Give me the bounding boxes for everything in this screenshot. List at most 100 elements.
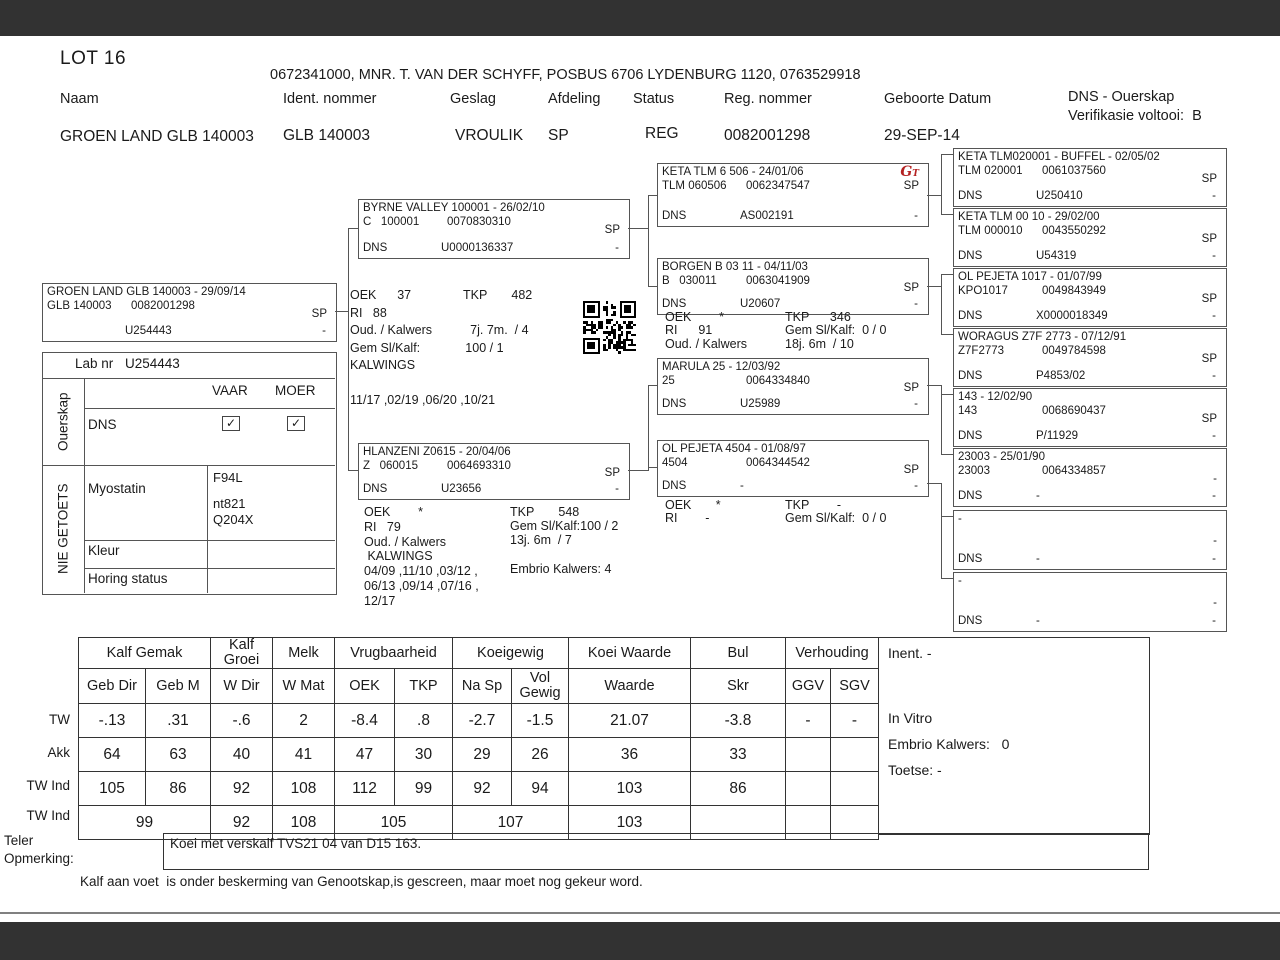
in-vitro-line: In Vitro [888, 710, 933, 726]
pedigree-box-gp1: KETA TLM 6 506 - 24/01/06 TLM 060506 00623… [657, 163, 929, 227]
value-naam: GROEN LAND GLB 140003 [60, 128, 254, 145]
stat-line: KALWINGS [364, 549, 433, 564]
dns-row: U254443 [47, 325, 172, 338]
dns-value: U25989 [740, 398, 781, 410]
nie-getoets-vertical-label: NIE GETOETS [55, 483, 71, 575]
table-cell: - [785, 703, 831, 738]
table-row: -.13.31 -.6 2 -8.4.8 -2.7 -1.5 21.07 -3.8- - [78, 703, 879, 738]
animal-id-row: C 100001 0070830310 [359, 215, 629, 229]
column-header: Na Sp [452, 668, 512, 704]
animal-name-title: HLANZENI Z0615 - 20/04/06 [363, 446, 511, 458]
label-naam: Naam [60, 91, 99, 107]
pedigree-connector [628, 228, 648, 229]
stat-line: TKP - [785, 498, 842, 512]
dns-row: DNS AS002191 [662, 210, 794, 223]
dns-label: DNS [363, 242, 388, 254]
footer-note: Kalf aan voet is onder beskerming van Ge… [80, 874, 643, 889]
opmerking-label: Opmerking: [4, 851, 74, 866]
value-geslag: VROULIK [455, 127, 524, 144]
dns-value: X0000018349 [1036, 310, 1108, 322]
qr-code [583, 301, 636, 354]
table-cell: 26 [511, 737, 569, 772]
table-cell: 92 [452, 771, 512, 806]
dns-value: - [1036, 490, 1040, 502]
group-header: Kalf Gemak [78, 637, 211, 669]
column-header: Waarde [568, 668, 691, 704]
dns-label: DNS [958, 310, 983, 322]
animal-id: Z 060015 [363, 460, 418, 472]
dns-row: DNS U23656 [363, 483, 481, 496]
table-row: 99 92 108 105 107 103 [78, 805, 879, 840]
stat-line: RI 79 [364, 519, 401, 534]
animal-id: KPO1017 [958, 285, 1008, 297]
dash-flag: - [1212, 370, 1216, 382]
pedigree-box-ggp7: - - DNS - - [953, 510, 1227, 570]
pedigree-connector [927, 286, 941, 287]
animal-id: 143 [958, 405, 978, 417]
value-afdeling: SP [548, 127, 569, 144]
stat-line: Embrio Kalwers: 4 [510, 561, 612, 576]
stat-line: 11/17 ,02/19 ,06/20 ,10/21 [350, 393, 496, 407]
animal-name-title: KETA TLM020001 - BUFFEL - 02/05/02 [958, 151, 1160, 163]
animal-name-title: - [958, 513, 962, 525]
animal-name-title: OL PEJETA 1017 - 01/07/99 [958, 271, 1102, 283]
table-cell: .8 [394, 703, 453, 738]
dash-flag: - [322, 325, 326, 337]
stat-line: 04/09 ,11/10 ,03/12 , [364, 564, 478, 579]
animal-name-title: WORAGUS Z7F 2773 - 07/12/91 [958, 331, 1127, 343]
lab-dns-label: DNS [88, 417, 117, 432]
sp-flag: SP [1201, 232, 1217, 245]
animal-id: GLB 140003 [47, 300, 112, 312]
dns-row: DNS X0000018349 [958, 310, 1108, 323]
stat-line [510, 548, 618, 562]
dash-flag: - [1212, 553, 1216, 565]
animal-name-title: 143 - 12/02/90 [958, 391, 1033, 403]
dns-row: DNS U250410 [958, 190, 1083, 203]
breed-society-logo: GT [900, 164, 919, 180]
pedigree-connector [927, 385, 941, 386]
column-header: SGV [830, 668, 879, 704]
table-cell: 112 [334, 771, 395, 806]
dns-label: DNS [958, 370, 983, 382]
sp-flag: SP [1201, 172, 1217, 185]
pedigree-connector [348, 228, 358, 229]
table-cell: 108 [272, 805, 335, 840]
pedigree-box-ggp6: 23003 - 25/01/90 23003 0064334857 - DNS - - [953, 448, 1227, 507]
ebv-table: Kalf Gemak Kalf Groei Melk Vrugbaarheid Koei… [78, 637, 879, 840]
teler-label: Teler [4, 833, 34, 848]
table-cell [785, 805, 831, 840]
pedigree-box-dam: HLANZENI Z0615 - 20/04/06 Z 060015 0064693… [358, 443, 630, 500]
dns-value: U54319 [1036, 250, 1077, 262]
opmerking-box [163, 833, 1149, 870]
table-cell: .31 [145, 703, 211, 738]
animal-reg-number: 0064334840 [746, 375, 810, 387]
kleur-label: Kleur [88, 543, 120, 558]
animal-name-title: MARULA 25 - 12/03/92 [662, 361, 781, 373]
pedigree-connector [348, 470, 358, 471]
animal-reg-number: 0064693310 [447, 460, 511, 472]
value-status: REG [645, 125, 679, 142]
dns-label: DNS [958, 250, 983, 262]
table-cell: 29 [452, 737, 512, 772]
table-cell: 63 [145, 737, 211, 772]
pedigree-box-ggp2: KETA TLM 00 10 - 29/02/00 TLM 000010 00435… [953, 208, 1227, 267]
pedigree-box-ggp5: 143 - 12/02/90 143 0068690437 SP DNS P/11929 - [953, 388, 1227, 447]
animal-reg-number: 0061037560 [1042, 165, 1106, 177]
table-cell: 21.07 [568, 703, 691, 738]
animal-id: TLM 000010 [958, 225, 1023, 237]
owner-contact-line: 0672341000, MNR. T. VAN DER SCHYFF, POSB… [270, 67, 861, 83]
animal-id-row [954, 526, 1226, 527]
column-header: Vol Gewig [511, 668, 569, 704]
gp4-stats-right: TKP - Gem Sl/Kalf: 0 / 0 [785, 498, 886, 526]
animal-reg-number: 0043550292 [1042, 225, 1106, 237]
dash-flag: - [914, 398, 918, 410]
dash-flag: - [1212, 310, 1216, 322]
table-row: 64 63 40 41 47 30 29 26 36 33 [78, 737, 879, 772]
myostatin-label: Myostatin [88, 481, 146, 496]
pedigree-box-ggp4: WORAGUS Z7F 2773 - 07/12/91 Z7F2773 004978… [953, 328, 1227, 387]
stat-line: KALWINGS [350, 358, 416, 372]
stat-line: Oud. / Kalwers [665, 336, 747, 351]
value-geboorte-datum: 29-SEP-14 [884, 127, 960, 144]
dns-label: DNS [662, 480, 687, 492]
